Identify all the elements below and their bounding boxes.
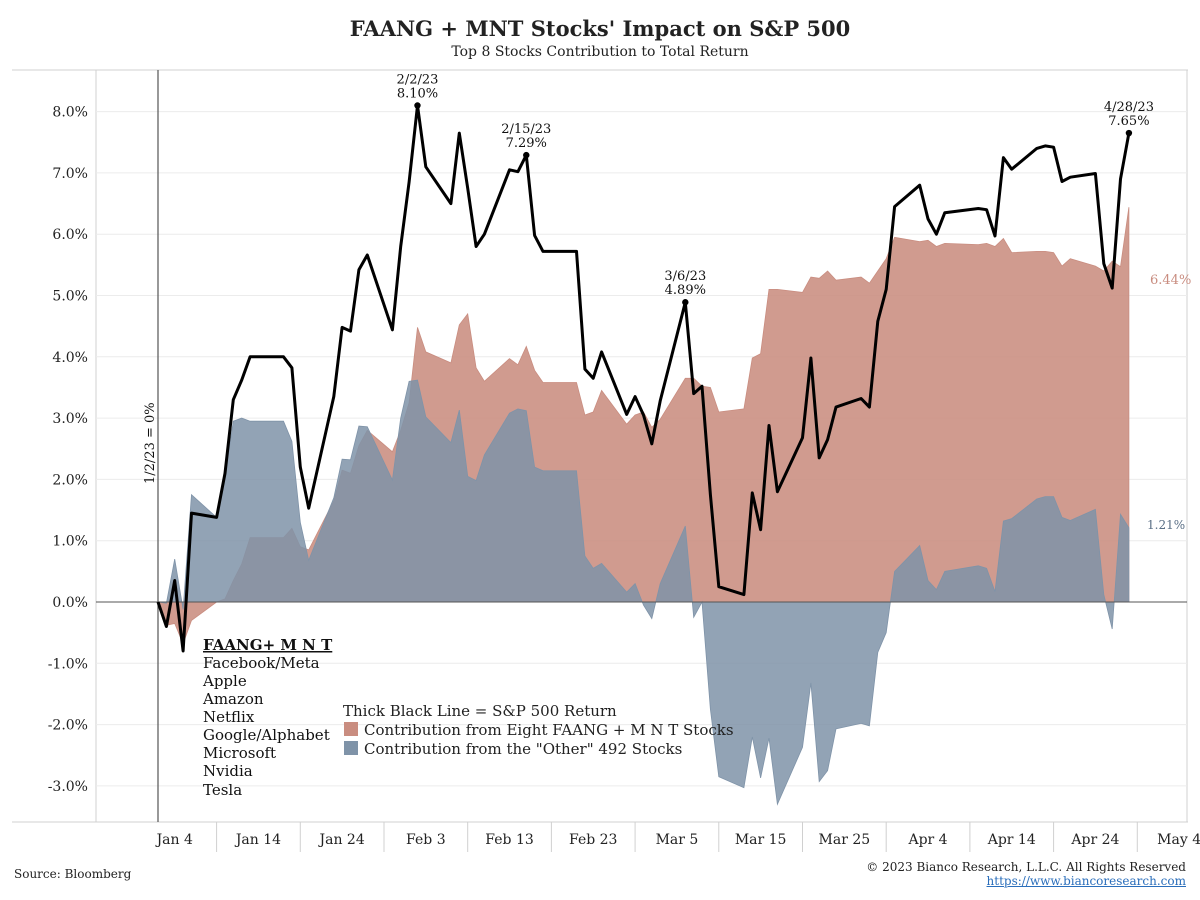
stock-item: Microsoft — [203, 744, 276, 762]
x-tick-label: Jan 24 — [318, 832, 365, 848]
callout-marker — [523, 151, 530, 159]
y-tick-label: 3.0% — [52, 411, 88, 427]
legend-swatch-other — [344, 741, 358, 755]
y-tick-label: 1.0% — [52, 534, 88, 550]
legend-line-label: Thick Black Line = S&P 500 Return — [343, 702, 617, 720]
callout-date: 4/28/23 — [1104, 100, 1154, 115]
x-tick-label: Mar 5 — [656, 832, 699, 848]
stock-item: Nvidia — [203, 762, 253, 780]
y-tick-label: 8.0% — [52, 105, 88, 121]
y-tick-label: 7.0% — [52, 166, 88, 182]
copyright-block: © 2023 Bianco Research, L.L.C. All Right… — [866, 860, 1186, 888]
x-tick-label: May 4 — [1157, 832, 1200, 848]
legend-other-label: Contribution from the "Other" 492 Stocks — [364, 740, 682, 758]
sp500-line — [156, 104, 1131, 653]
y-tick-label: 6.0% — [52, 227, 88, 243]
copyright-text: © 2023 Bianco Research, L.L.C. All Right… — [866, 860, 1186, 874]
stock-item: Apple — [202, 672, 247, 690]
y-tick-label: 5.0% — [52, 289, 88, 305]
sp500-line-layer — [156, 104, 1131, 653]
source-note: Source: Bloomberg — [14, 867, 132, 881]
callout-marker — [682, 299, 689, 306]
y-tick-label: -1.0% — [48, 656, 88, 672]
y-tick-label: 0.0% — [52, 595, 88, 611]
stocks-heading: FAANG+ M N T — [203, 636, 333, 654]
stock-item: Netflix — [203, 708, 255, 726]
website-link[interactable]: https://www.biancoresearch.com — [986, 874, 1186, 888]
callout-value: 8.10% — [397, 86, 438, 101]
stock-item: Tesla — [203, 781, 242, 799]
x-tick-label: Feb 13 — [485, 832, 533, 848]
chart-title: FAANG + MNT Stocks' Impact on S&P 500 — [349, 16, 851, 41]
stock-item: Facebook/Meta — [203, 654, 320, 672]
callout-value: 7.29% — [506, 136, 547, 151]
callout-date: 3/6/23 — [664, 269, 706, 284]
end-label-other: 1.21% — [1147, 518, 1185, 532]
x-tick-label: Jan 14 — [234, 832, 281, 848]
other-contribution-area — [157, 379, 1130, 806]
callout-value: 7.65% — [1108, 114, 1149, 129]
axes: -3.0% -2.0% -1.0% 0.0% 1.0% 2.0% 3.0% 4.0% 5.0% 6… — [48, 70, 1200, 852]
stock-item: Amazon — [202, 690, 264, 708]
callout-marker — [1125, 129, 1133, 137]
y-tick-label: -3.0% — [48, 779, 88, 795]
x-tick-label: Feb 23 — [569, 832, 617, 848]
contribution-areas — [157, 207, 1130, 806]
start-note: 1/2/23 = 0% — [143, 402, 158, 484]
chart-subtitle: Top 8 Stocks Contribution to Total Retur… — [451, 44, 749, 60]
callout-date: 2/15/23 — [501, 122, 551, 137]
callout-marker — [414, 102, 421, 109]
legend: Thick Black Line = S&P 500 Return Contri… — [343, 702, 734, 758]
y-tick-label: -2.0% — [48, 718, 88, 734]
callouts: 2/2/238.10% 2/15/237.29% 3/6/234.89% 4/28/2… — [397, 72, 1154, 306]
x-tick-label: Mar 15 — [735, 832, 787, 848]
x-tick-label: Apr 24 — [1070, 832, 1119, 848]
x-tick-label: Jan 4 — [155, 832, 193, 848]
callout-date: 2/2/23 — [397, 72, 439, 87]
legend-swatch-faang — [344, 722, 358, 736]
x-tick-label: Mar 25 — [819, 832, 871, 848]
legend-faang-label: Contribution from Eight FAANG + M N T St… — [364, 721, 734, 739]
x-tick-label: Apr 14 — [987, 832, 1036, 848]
x-tick-label: Apr 4 — [907, 832, 947, 848]
plot-frame — [12, 69, 1188, 823]
callout-value: 4.89% — [665, 283, 706, 298]
y-tick-label: 4.0% — [52, 350, 88, 366]
stock-item: Google/Alphabet — [203, 726, 330, 744]
stocks-box: FAANG+ M N T Facebook/Meta Apple Amazon … — [202, 636, 333, 799]
end-label-faang: 6.44% — [1150, 273, 1191, 288]
x-tick-label: Feb 3 — [406, 832, 446, 848]
y-tick-label: 2.0% — [52, 472, 88, 488]
